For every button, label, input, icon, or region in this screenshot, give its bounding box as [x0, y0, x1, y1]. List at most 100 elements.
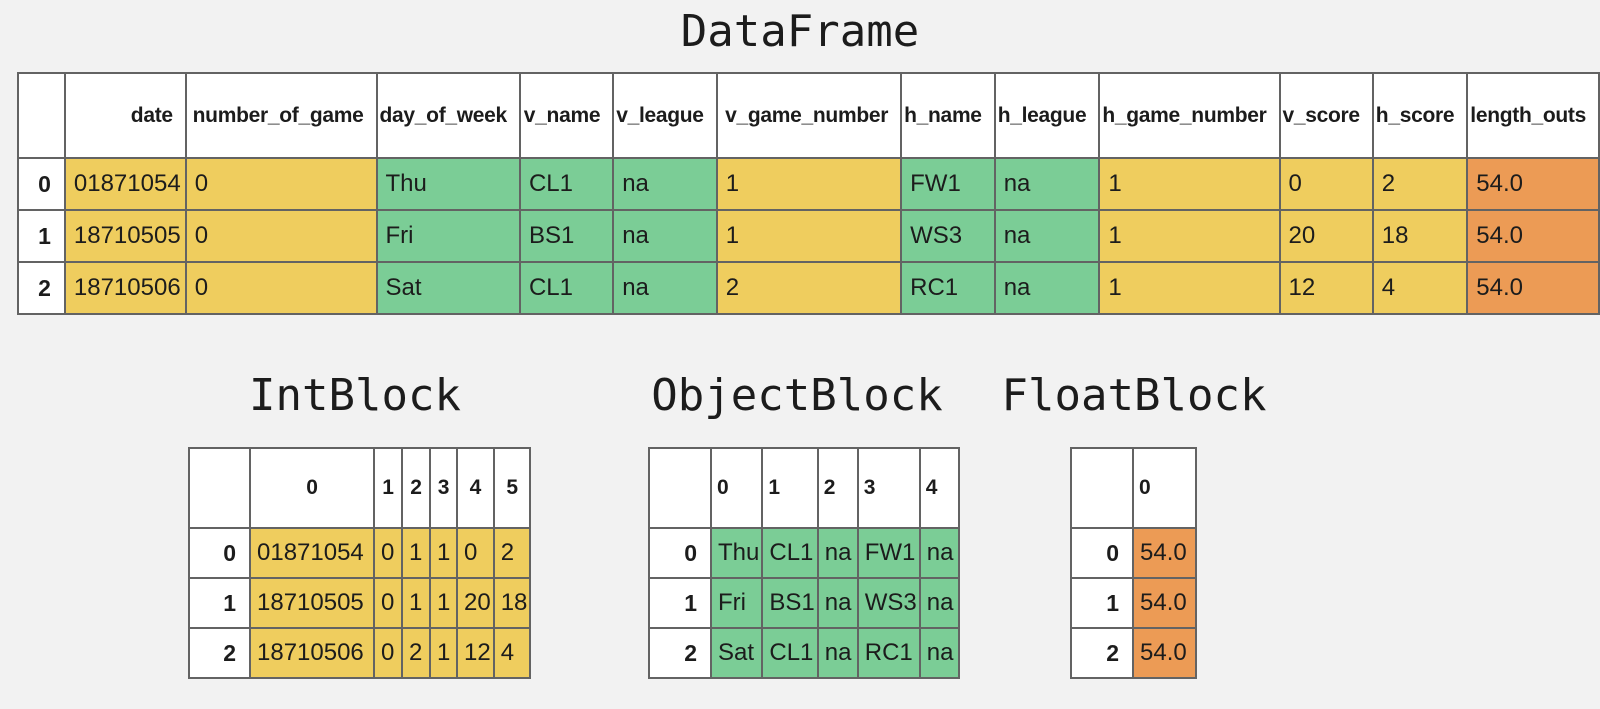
table-row: 1 Fri BS1 na WS3 na [648, 577, 960, 629]
data-cell: 1 [401, 577, 431, 629]
data-cell: FW1 [856, 527, 921, 579]
column-header: number_of_game [184, 72, 378, 159]
data-cell: 0 [184, 209, 378, 263]
corner-cell [17, 72, 66, 159]
data-cell: 01871054 [249, 527, 375, 579]
intblock-title: IntBlock [249, 370, 461, 421]
row-index: 2 [648, 627, 712, 679]
corner-cell [188, 447, 251, 529]
data-cell: na [918, 577, 960, 629]
row-index: 1 [17, 209, 66, 263]
table-row: 0 Thu CL1 na FW1 na [648, 527, 960, 579]
intblock-table: 0 1 2 3 4 5 0 01871054 0 1 1 0 2 1 18710505 0 1 1 20 18 2 187… [188, 447, 532, 679]
column-header: 1 [373, 447, 403, 529]
table-row: 2 54.0 [1070, 627, 1197, 679]
table-row: 0 01871054 0 1 1 0 2 [188, 527, 532, 579]
data-cell: BS1 [518, 209, 615, 263]
data-cell: 4 [492, 627, 532, 679]
data-cell: 1 [1098, 157, 1281, 211]
data-cell: na [612, 157, 718, 211]
floatblock-title: FloatBlock [1001, 370, 1267, 421]
data-cell: 2 [401, 627, 431, 679]
column-header: 3 [856, 447, 921, 529]
data-cell: na [918, 527, 960, 579]
column-header: h_score [1371, 72, 1469, 159]
data-cell: Fri [709, 577, 764, 629]
data-cell: 18 [1371, 209, 1469, 263]
data-cell: 18710505 [249, 577, 375, 629]
data-cell: 2 [1371, 157, 1469, 211]
data-cell: 12 [1278, 261, 1374, 315]
column-header: h_game_number [1098, 72, 1281, 159]
data-cell: RC1 [856, 627, 921, 679]
data-cell: Sat [375, 261, 521, 315]
dataframe-title: DataFrame [680, 6, 920, 57]
data-cell: na [993, 157, 1101, 211]
column-header: v_name [518, 72, 615, 159]
table-row: 1 18710505 0 1 1 20 18 [188, 577, 532, 629]
table-row: 1 54.0 [1070, 577, 1197, 629]
column-header: v_game_number [715, 72, 903, 159]
data-cell: na [816, 577, 859, 629]
data-cell: na [816, 527, 859, 579]
column-header: 0 [1132, 447, 1197, 529]
data-cell: Sat [709, 627, 764, 679]
row-index: 2 [188, 627, 251, 679]
data-cell: 1 [429, 627, 458, 679]
table-row: 2 18710506 0 2 1 12 4 [188, 627, 532, 679]
column-header: 2 [401, 447, 431, 529]
data-cell: na [993, 261, 1101, 315]
data-cell: CL1 [518, 261, 615, 315]
corner-cell [1070, 447, 1134, 529]
column-header: h_league [993, 72, 1101, 159]
data-cell: 1 [715, 157, 903, 211]
column-header: v_score [1278, 72, 1374, 159]
data-cell: na [918, 627, 960, 679]
column-header: 1 [761, 447, 819, 529]
column-header: v_league [612, 72, 718, 159]
data-cell: CL1 [518, 157, 615, 211]
column-header: 4 [456, 447, 495, 529]
data-cell: Fri [375, 209, 521, 263]
table-row: 2 18710506 0 Sat CL1 na 2 RC1 na 1 12 4 54.0 [17, 261, 1600, 315]
floatblock-table: 0 0 54.0 1 54.0 2 54.0 [1070, 447, 1197, 679]
column-header: 3 [429, 447, 458, 529]
column-header: 5 [492, 447, 532, 529]
data-cell: CL1 [761, 527, 819, 579]
data-cell: 20 [1278, 209, 1374, 263]
data-cell: 54.0 [1132, 627, 1197, 679]
data-cell: 0 [373, 527, 403, 579]
column-header: length_outs [1466, 72, 1600, 159]
data-cell: 2 [492, 527, 532, 579]
row-index: 0 [1070, 527, 1134, 579]
column-header: day_of_week [375, 72, 521, 159]
data-cell: 4 [1371, 261, 1469, 315]
data-cell: 54.0 [1466, 209, 1600, 263]
row-index: 2 [1070, 627, 1134, 679]
column-header: 0 [249, 447, 375, 529]
corner-cell [648, 447, 712, 529]
data-cell: 18710505 [63, 209, 187, 263]
data-cell: Thu [375, 157, 521, 211]
data-cell: WS3 [900, 209, 996, 263]
data-cell: 0 [1278, 157, 1374, 211]
row-index: 1 [1070, 577, 1134, 629]
column-header: h_name [900, 72, 996, 159]
data-cell: 54.0 [1466, 261, 1600, 315]
data-cell: 2 [715, 261, 903, 315]
data-cell: 12 [456, 627, 495, 679]
row-index: 0 [648, 527, 712, 579]
data-cell: CL1 [761, 627, 819, 679]
table-row: 1 18710505 0 Fri BS1 na 1 WS3 na 1 20 18 54.0 [17, 209, 1600, 263]
data-cell: 20 [456, 577, 495, 629]
data-cell: 0 [373, 627, 403, 679]
data-cell: 54.0 [1466, 157, 1600, 211]
data-cell: 0 [184, 261, 378, 315]
data-cell: 18710506 [249, 627, 375, 679]
data-cell: 0 [456, 527, 495, 579]
data-cell: WS3 [856, 577, 921, 629]
data-cell: 1 [715, 209, 903, 263]
row-index: 0 [188, 527, 251, 579]
